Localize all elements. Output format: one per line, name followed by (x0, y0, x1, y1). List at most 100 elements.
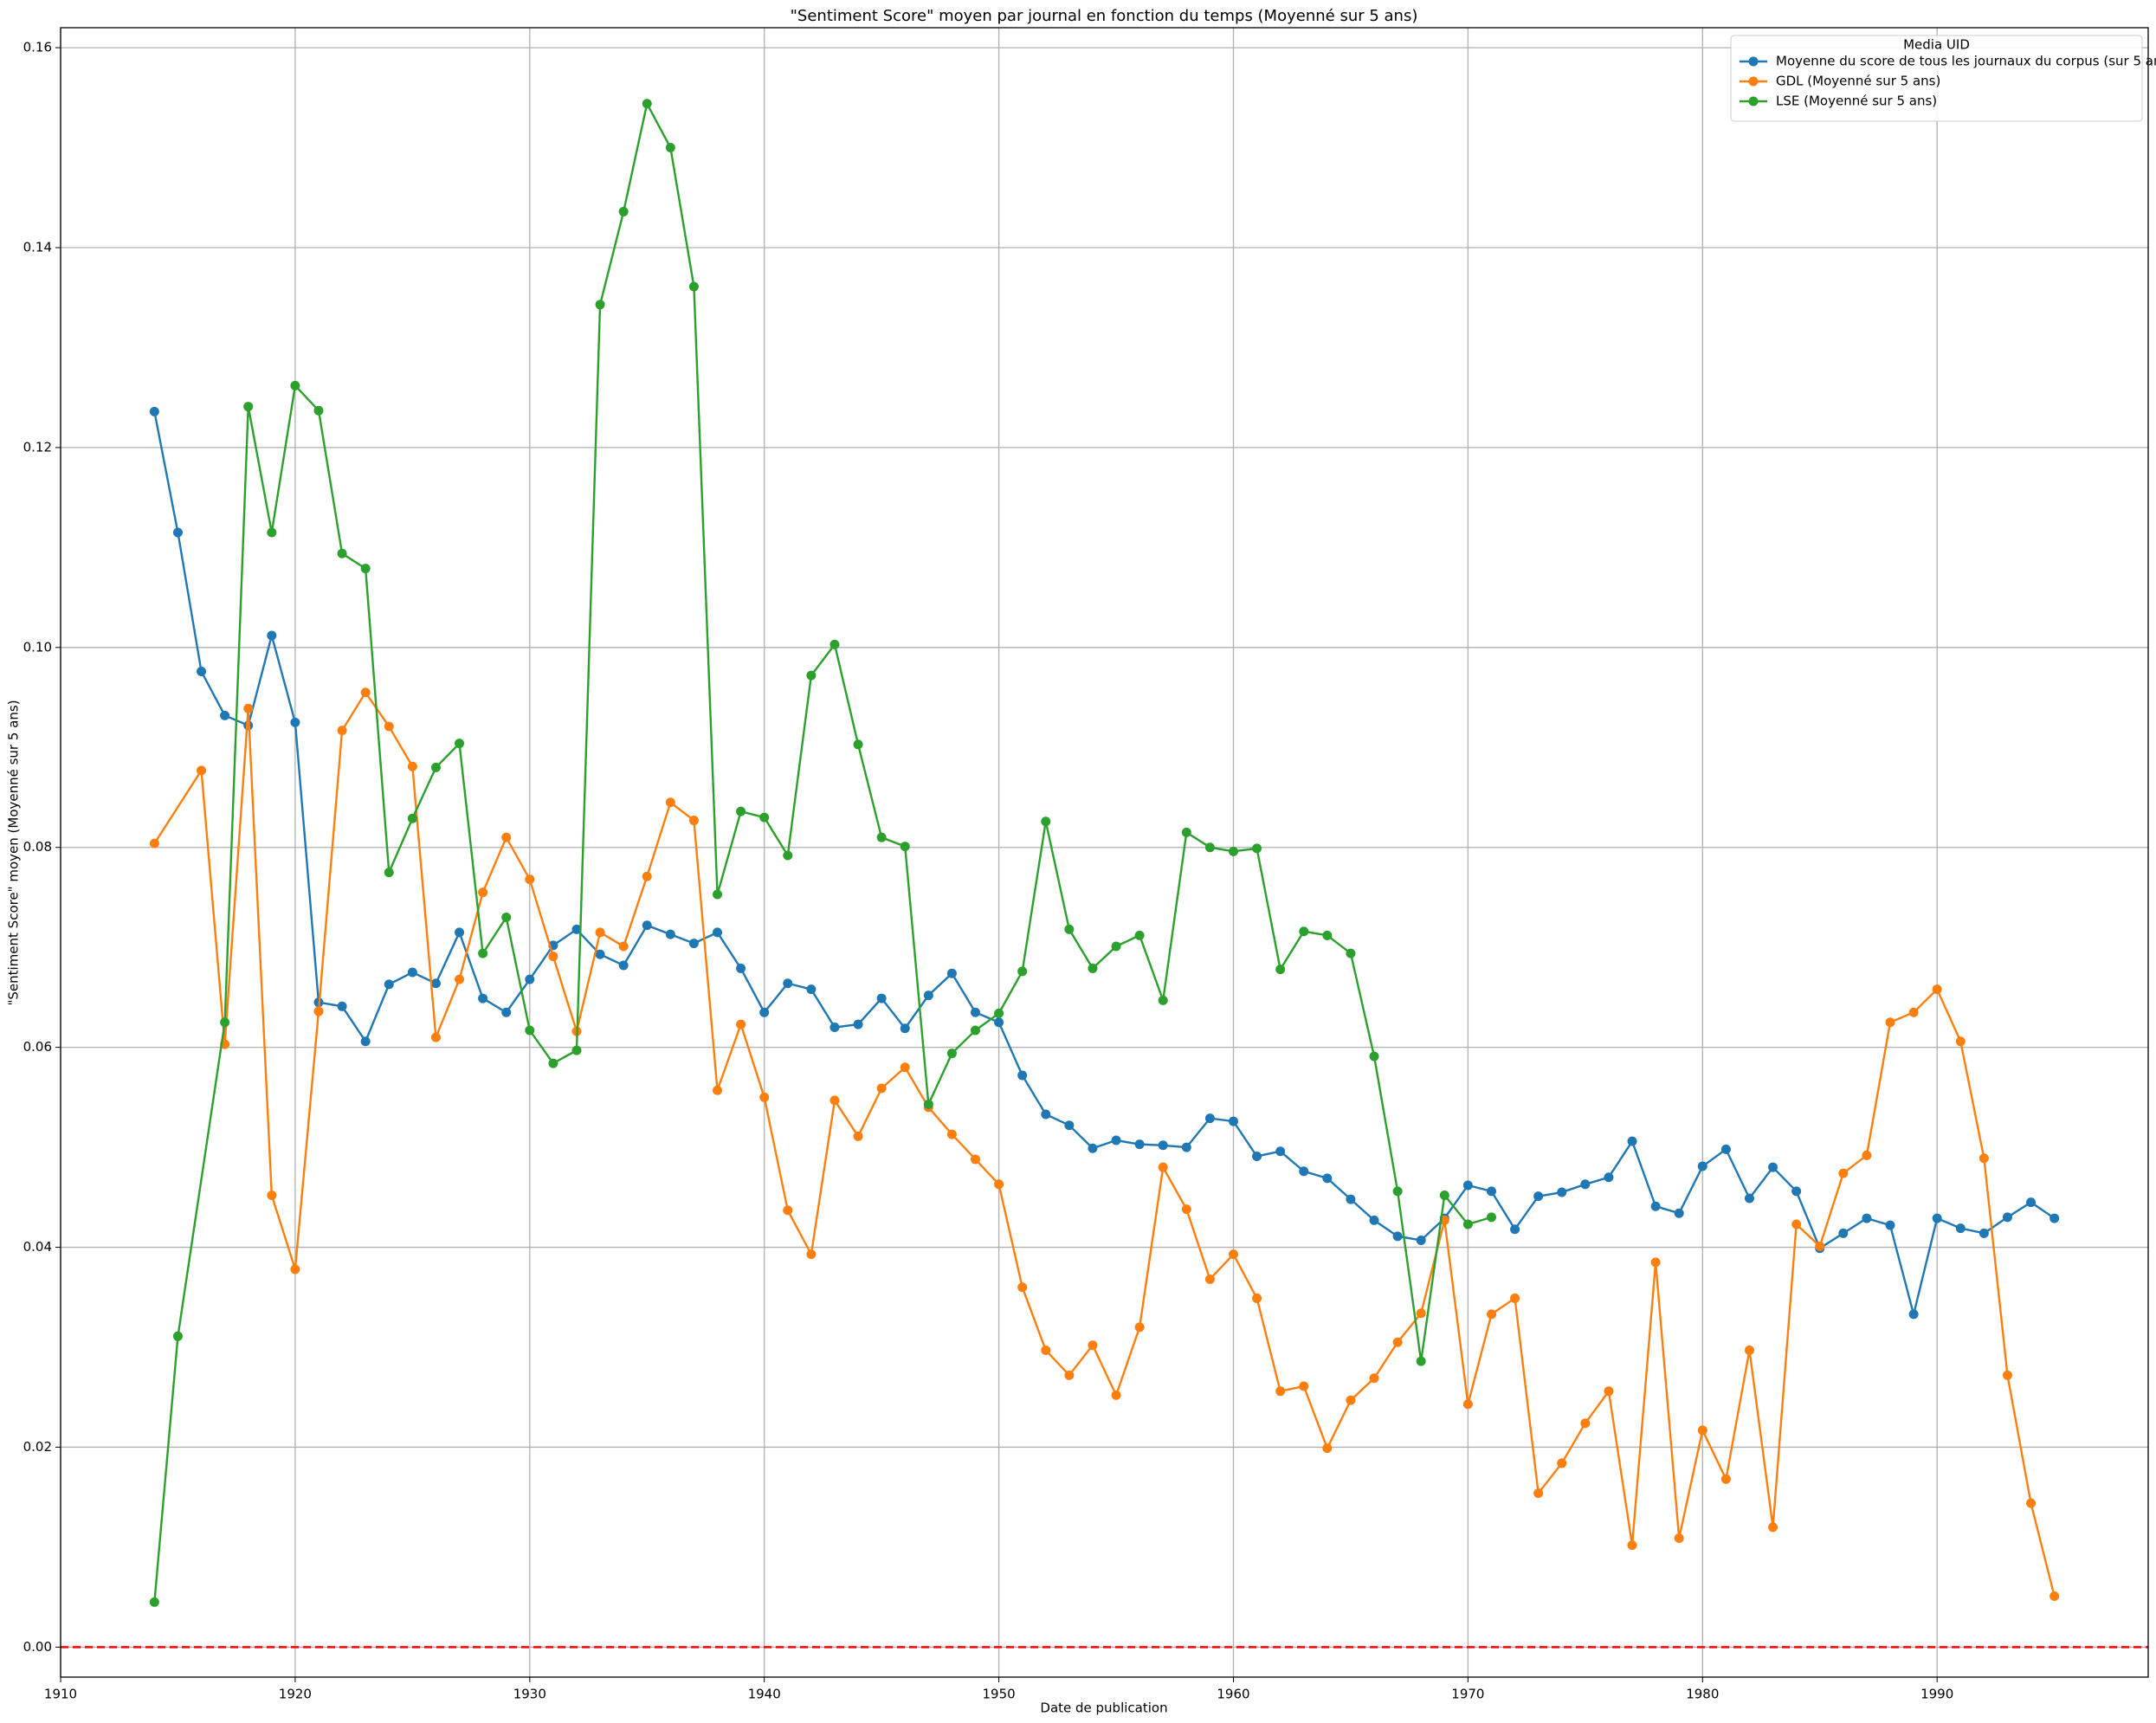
data-point (1041, 816, 1051, 827)
x-tick-label: 1910 (44, 1687, 77, 1702)
data-point (1885, 1220, 1895, 1230)
data-point (1580, 1179, 1591, 1190)
data-point (688, 281, 699, 292)
data-point (1955, 1223, 1966, 1234)
data-point (2049, 1591, 2060, 1601)
data-point (1416, 1308, 1426, 1319)
data-point (1978, 1153, 1989, 1164)
y-tick-label: 0.12 (23, 439, 52, 455)
data-point (876, 1083, 887, 1094)
chart-title: "Sentiment Score" moyen par journal en f… (791, 7, 1418, 25)
data-point (1791, 1186, 1802, 1197)
data-point (759, 1092, 770, 1102)
data-point (829, 1023, 840, 1033)
data-point (1228, 1249, 1238, 1260)
data-point (1041, 1345, 1051, 1355)
data-point (1955, 1036, 1966, 1047)
x-tick-label: 1920 (279, 1687, 312, 1702)
data-point (642, 99, 652, 109)
data-point (783, 978, 793, 989)
data-point (1392, 1231, 1403, 1242)
data-point (1744, 1193, 1754, 1204)
y-tick-label: 0.00 (23, 1639, 52, 1655)
data-point (595, 927, 605, 938)
data-point (994, 1179, 1004, 1190)
data-point (360, 564, 371, 574)
data-point (478, 993, 488, 1003)
data-point (571, 1045, 582, 1055)
data-point (501, 1007, 512, 1017)
data-point (1088, 963, 1098, 973)
data-point (946, 968, 957, 978)
data-point (478, 887, 488, 898)
data-point (1650, 1201, 1661, 1211)
y-tick-label: 0.16 (23, 40, 52, 55)
data-point (548, 952, 558, 962)
data-point (337, 1001, 347, 1011)
data-point (220, 710, 230, 720)
data-point (1674, 1533, 1684, 1544)
legend-label: Moyenne du score de tous les journaux du… (1776, 54, 2156, 69)
data-point (455, 927, 465, 938)
data-point (2002, 1212, 2012, 1223)
x-tick-label: 1970 (1451, 1687, 1484, 1702)
data-point (1978, 1228, 1989, 1238)
data-point (525, 974, 535, 984)
data-point (149, 1597, 159, 1607)
data-point (1346, 1194, 1356, 1204)
data-point (1322, 930, 1333, 940)
data-point (1299, 926, 1309, 937)
data-point (1064, 924, 1075, 934)
data-point (2002, 1370, 2012, 1380)
data-point (478, 948, 488, 958)
data-point (1462, 1219, 1473, 1229)
data-point (430, 1032, 441, 1042)
data-point (1885, 1017, 1895, 1028)
data-point (1017, 1282, 1028, 1293)
y-tick-label: 0.04 (23, 1239, 52, 1255)
data-point (971, 1025, 981, 1036)
legend-marker (1748, 56, 1759, 67)
data-point (384, 721, 394, 732)
data-point (688, 816, 699, 826)
data-point (384, 979, 394, 990)
data-point (1486, 1186, 1496, 1197)
data-point (1462, 1180, 1473, 1191)
data-point (2049, 1213, 2060, 1223)
data-point (149, 406, 159, 416)
data-point (806, 1249, 817, 1260)
legend-label: LSE (Moyenné sur 5 ans) (1776, 94, 1937, 109)
data-point (595, 949, 605, 959)
y-tick-label: 0.14 (23, 240, 52, 255)
data-point (2026, 1498, 2037, 1508)
data-point (430, 978, 441, 989)
data-point (1838, 1168, 1849, 1178)
data-point (713, 1085, 723, 1095)
data-point (618, 960, 629, 971)
data-point (736, 963, 746, 973)
data-point (806, 670, 817, 681)
data-point (783, 850, 793, 861)
data-point (688, 939, 699, 949)
data-point (853, 1131, 863, 1141)
data-point (1228, 1116, 1238, 1126)
data-point (290, 717, 300, 727)
data-point (665, 143, 675, 153)
data-point (736, 1019, 746, 1029)
y-axis-label: "Sentiment Score" moyen (Moyenné sur 5 a… (6, 700, 22, 1005)
data-point (1252, 1151, 1262, 1161)
data-point (971, 1007, 981, 1017)
data-point (1720, 1144, 1731, 1154)
data-point (1862, 1213, 1872, 1223)
data-point (1557, 1187, 1567, 1197)
x-tick-label: 1990 (1920, 1687, 1953, 1702)
data-point (197, 667, 207, 677)
data-point (407, 761, 417, 771)
data-point (1510, 1224, 1520, 1235)
data-point (267, 1191, 277, 1201)
data-point (1838, 1228, 1849, 1238)
data-point (1369, 1215, 1379, 1225)
data-point (243, 703, 254, 713)
